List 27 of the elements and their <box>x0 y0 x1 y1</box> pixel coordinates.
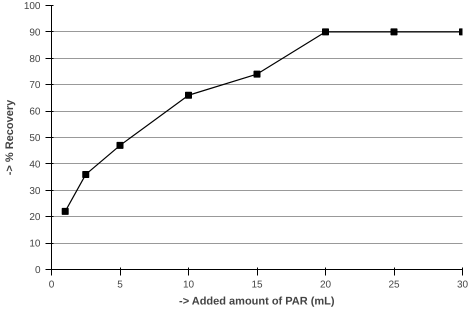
y-tick-label: 30 <box>29 186 41 197</box>
y-tick-label: 40 <box>29 159 41 170</box>
point <box>185 92 192 99</box>
y-tick-label: 50 <box>29 133 41 144</box>
y-tick-label: 0 <box>34 265 41 276</box>
x-axis-title: -> Added amount of PAR (mL) <box>179 296 335 308</box>
x-tick-label: 20 <box>320 280 332 290</box>
x-tick-label: 15 <box>251 280 263 290</box>
point <box>254 70 260 78</box>
y-tick-label: 100 <box>24 1 41 12</box>
y-tick-label: 70 <box>29 80 41 92</box>
x-tick-label: 25 <box>388 280 400 290</box>
y-tick-label: 90 <box>29 27 41 38</box>
point <box>322 28 329 36</box>
y-tick-label: 10 <box>29 238 41 250</box>
point <box>82 170 90 178</box>
y-tick-label: 80 <box>29 54 41 65</box>
y-axis-title: -> % Recovery <box>4 98 16 176</box>
x-tick-label: 5 <box>117 280 124 290</box>
point <box>62 208 69 215</box>
y-tick-label: 60 <box>29 106 41 118</box>
point <box>116 142 124 149</box>
x-tick-label: 30 <box>456 280 468 290</box>
point <box>390 28 398 36</box>
y-tick-label: 20 <box>29 212 41 224</box>
x-tick-label: 0 <box>48 280 55 290</box>
x-tick-label: 10 <box>182 280 194 290</box>
